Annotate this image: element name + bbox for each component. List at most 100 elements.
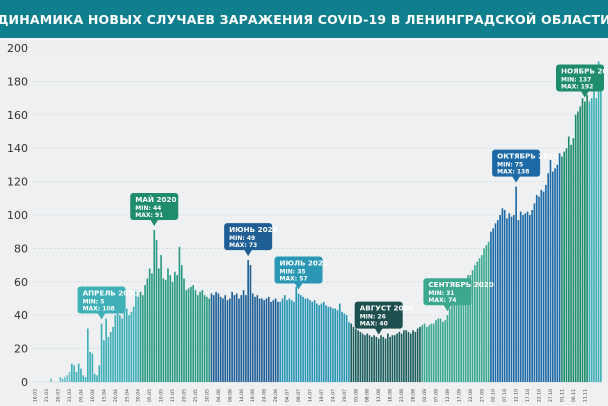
bar bbox=[574, 114, 577, 383]
y-tick-label: 200 bbox=[7, 42, 28, 55]
bar bbox=[68, 371, 71, 382]
bar bbox=[345, 315, 348, 382]
x-tick-label: 31.03 bbox=[67, 389, 73, 402]
bar bbox=[73, 365, 75, 382]
bar bbox=[176, 275, 178, 382]
bar bbox=[190, 286, 192, 382]
chart-title: ДИНАМИКА НОВЫХ СЛУЧАЕВ ЗАРАЖЕНИЯ COVID-1… bbox=[0, 11, 608, 27]
bar bbox=[416, 328, 419, 382]
bar bbox=[519, 211, 522, 382]
callout-min: MIN: 75 bbox=[497, 162, 523, 169]
bar bbox=[70, 363, 73, 382]
bar bbox=[274, 298, 277, 382]
x-tick-label: 23.08 bbox=[399, 389, 405, 402]
bar bbox=[373, 335, 375, 382]
bar bbox=[586, 94, 588, 382]
x-tick-label: 09.06 bbox=[227, 389, 233, 402]
callout-min: MIN: 44 bbox=[135, 205, 161, 212]
bar bbox=[542, 191, 545, 382]
bar bbox=[350, 323, 353, 382]
x-tick-label: 30.05 bbox=[204, 389, 210, 402]
bar bbox=[529, 215, 531, 382]
bar bbox=[407, 331, 410, 382]
bar bbox=[563, 151, 566, 382]
bar bbox=[279, 301, 282, 382]
bar bbox=[432, 323, 435, 382]
callout-title: ИЮЛЬ 2020 bbox=[280, 258, 328, 267]
bar bbox=[451, 305, 453, 382]
bar bbox=[425, 326, 428, 382]
bar bbox=[558, 153, 561, 382]
x-tick-label: 22.10 bbox=[537, 389, 543, 402]
bar bbox=[277, 301, 279, 382]
x-tick-label: 27.09 bbox=[479, 389, 485, 402]
callout-title: ОКТЯБРЬ 2020 bbox=[497, 152, 558, 161]
bar bbox=[141, 295, 144, 382]
bar bbox=[593, 91, 595, 383]
bar bbox=[146, 278, 149, 382]
bar bbox=[212, 295, 215, 382]
bar bbox=[103, 340, 105, 382]
x-tick-label: 02.09 bbox=[422, 389, 428, 402]
x-tick-label: 27.10 bbox=[548, 389, 554, 402]
bar bbox=[128, 315, 130, 382]
bar bbox=[597, 61, 600, 383]
bar bbox=[261, 298, 263, 382]
bar bbox=[290, 300, 293, 382]
bar bbox=[164, 280, 167, 382]
x-tick-label: 22.09 bbox=[468, 389, 474, 402]
bar bbox=[492, 228, 495, 382]
callout-box bbox=[492, 149, 541, 177]
callout-box bbox=[423, 278, 472, 306]
bar bbox=[96, 375, 98, 382]
bar bbox=[247, 260, 249, 382]
bar bbox=[86, 328, 89, 382]
bar bbox=[286, 300, 288, 382]
bar bbox=[460, 290, 462, 382]
bar bbox=[98, 365, 101, 382]
bar bbox=[50, 378, 53, 382]
callout-max: MAX: 108 bbox=[83, 306, 115, 313]
callout-pointer bbox=[580, 90, 589, 98]
bar bbox=[384, 338, 387, 382]
x-tick-label: 16.03 bbox=[33, 389, 39, 402]
callout-max: MAX: 138 bbox=[497, 169, 529, 176]
bar bbox=[600, 78, 602, 382]
x-tick-label: 15.04 bbox=[101, 389, 107, 402]
x-tick-label: 07.09 bbox=[433, 389, 439, 402]
x-tick-label: 05.05 bbox=[147, 389, 153, 402]
bar bbox=[403, 330, 405, 382]
x-tick-label: 01.11 bbox=[559, 389, 565, 402]
bar bbox=[512, 215, 515, 382]
bar bbox=[435, 320, 437, 382]
bar bbox=[231, 291, 233, 382]
bar bbox=[224, 295, 227, 382]
bar bbox=[439, 318, 442, 382]
bar bbox=[119, 315, 121, 382]
bar bbox=[508, 213, 511, 382]
bar bbox=[238, 298, 240, 382]
bar bbox=[123, 311, 126, 382]
x-tick-label: 10.04 bbox=[90, 389, 96, 402]
bar bbox=[588, 101, 591, 382]
bar bbox=[382, 336, 385, 382]
bar bbox=[391, 335, 394, 382]
bar bbox=[357, 330, 359, 382]
bar bbox=[201, 290, 204, 382]
bar bbox=[444, 320, 446, 382]
x-tick-label: 20.04 bbox=[113, 389, 119, 402]
x-tick-label: 18.08 bbox=[388, 389, 394, 402]
bar bbox=[178, 246, 181, 382]
bar bbox=[579, 106, 582, 382]
bar bbox=[100, 323, 103, 382]
y-tick-label: 140 bbox=[7, 142, 28, 155]
bar bbox=[242, 290, 245, 382]
bar bbox=[139, 291, 142, 382]
bar bbox=[306, 298, 309, 382]
bar bbox=[524, 213, 527, 382]
x-tick-label: 15.05 bbox=[170, 389, 176, 402]
